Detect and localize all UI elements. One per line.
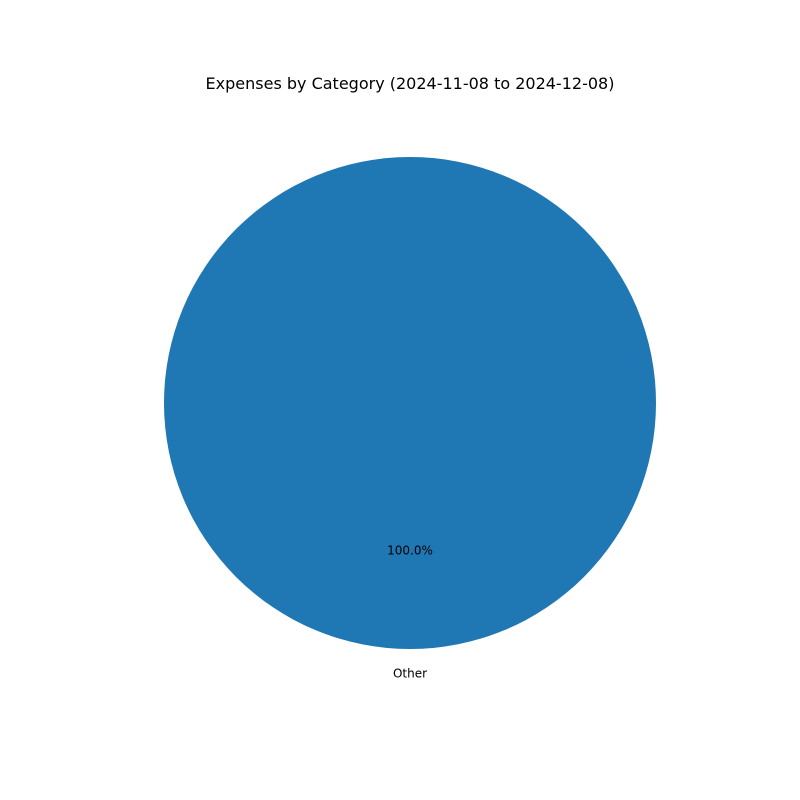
slice-percent-other: 100.0% <box>387 544 433 558</box>
pie-labels: Other 100.0% <box>387 544 433 681</box>
slice-label-other: Other <box>393 667 427 681</box>
chart-title: Expenses by Category (2024-11-08 to 2024… <box>206 74 615 93</box>
pie-slices <box>164 157 656 649</box>
pie-slice-other <box>164 157 656 649</box>
